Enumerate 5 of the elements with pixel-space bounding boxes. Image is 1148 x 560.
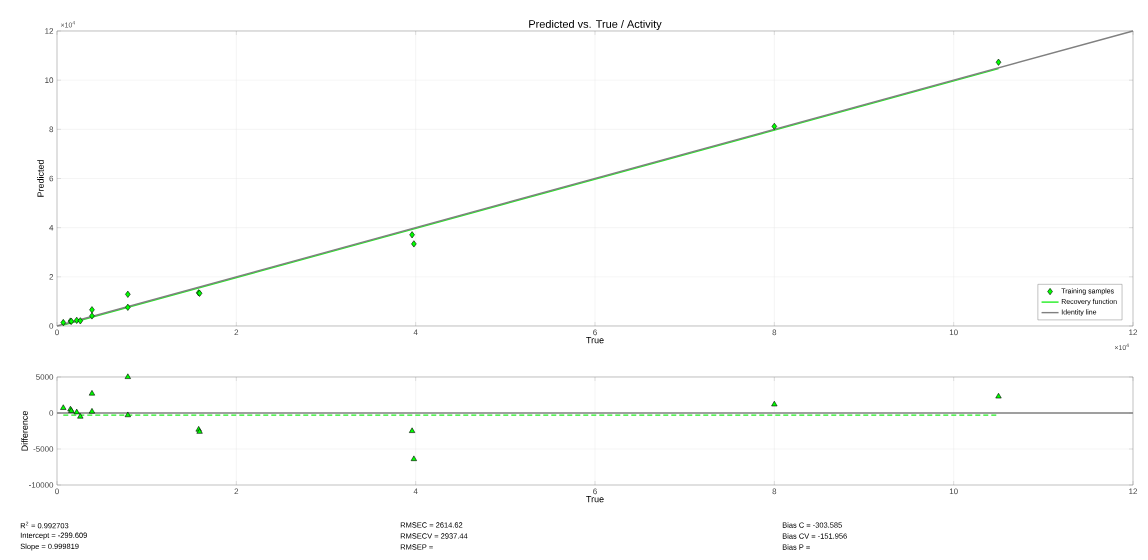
x-axis-title: True xyxy=(586,496,604,503)
y-axis-title: Difference xyxy=(21,411,28,451)
x-axis-title: True xyxy=(586,337,604,344)
y-axis-title: Predicted xyxy=(37,160,44,197)
chart-title: Predicted vs. True / Activity xyxy=(529,19,662,31)
